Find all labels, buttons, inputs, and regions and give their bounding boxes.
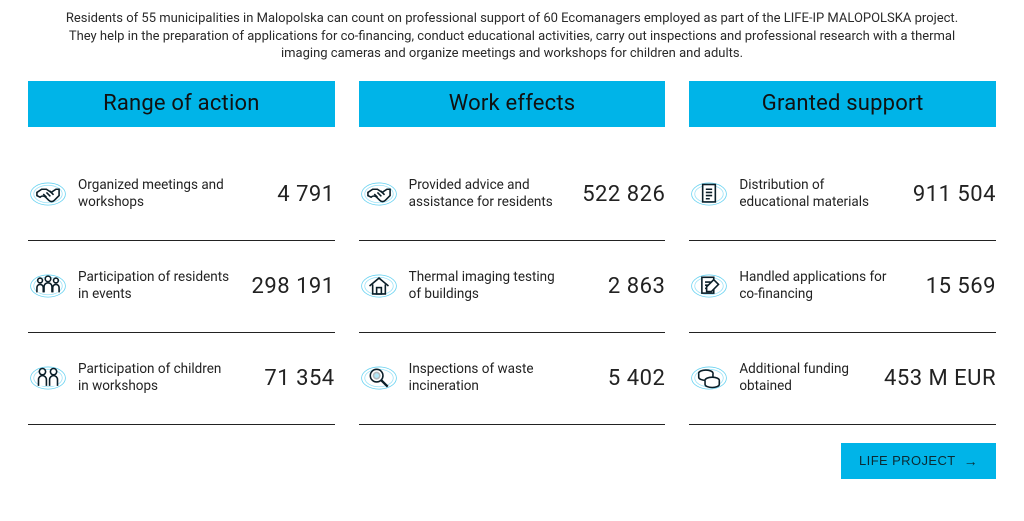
stat-label: Thermal imaging testing of buildings [399, 269, 570, 303]
stat-item: Additional funding obtained 453 M EUR [689, 333, 996, 425]
stats-grid: Range of action Organized meetings and w… [28, 81, 996, 425]
stat-value: 15 569 [900, 274, 996, 299]
stat-label: Organized meetings and workshops [68, 177, 239, 211]
children-icon [28, 358, 68, 398]
stat-label: Provided advice and assistance for resid… [399, 177, 570, 211]
stat-item: Inspections of waste incineration 5 402 [359, 333, 666, 425]
stat-value: 453 M EUR [884, 366, 996, 391]
house-icon [359, 266, 399, 306]
column-work-effects: Work effects Provided advice and assista… [359, 81, 666, 425]
stat-value: 71 354 [239, 366, 335, 391]
stat-label: Additional funding obtained [729, 361, 884, 395]
stat-label: Inspections of waste incineration [399, 361, 570, 395]
document-icon [689, 174, 729, 214]
stat-item: Distribution of educational materials 91… [689, 149, 996, 241]
form-icon [689, 266, 729, 306]
stat-label: Handled applications for co-financing [729, 269, 900, 303]
column-header: Range of action [28, 81, 335, 127]
stat-item: Thermal imaging testing of buildings 2 8… [359, 241, 666, 333]
arrow-right-icon: → [964, 453, 978, 469]
stat-value: 911 504 [900, 182, 996, 207]
stat-value: 2 863 [569, 274, 665, 299]
stat-label: Participation of children in workshops [68, 361, 239, 395]
button-row: LIFE PROJECT → [28, 443, 996, 479]
stat-value: 298 191 [239, 274, 335, 299]
stat-item: Participation of children in workshops 7… [28, 333, 335, 425]
stat-value: 522 826 [569, 182, 665, 207]
stat-label: Participation of residents in events [68, 269, 239, 303]
stat-label: Distribution of educational materials [729, 177, 900, 211]
stat-item: Handled applications for co-financing 15… [689, 241, 996, 333]
people-icon [28, 266, 68, 306]
stat-item: Participation of residents in events 298… [28, 241, 335, 333]
column-range-of-action: Range of action Organized meetings and w… [28, 81, 335, 425]
coins-icon [689, 358, 729, 398]
life-project-button[interactable]: LIFE PROJECT → [841, 443, 996, 479]
intro-text: Residents of 55 municipalities in Malopo… [28, 10, 996, 81]
magnify-icon [359, 358, 399, 398]
stat-value: 4 791 [239, 182, 335, 207]
column-granted-support: Granted support Distribution of educatio… [689, 81, 996, 425]
handshake-icon [28, 174, 68, 214]
column-header: Work effects [359, 81, 666, 127]
handshake-icon [359, 174, 399, 214]
stat-item: Provided advice and assistance for resid… [359, 149, 666, 241]
button-label: LIFE PROJECT [859, 453, 956, 468]
stat-item: Organized meetings and workshops 4 791 [28, 149, 335, 241]
stat-value: 5 402 [569, 366, 665, 391]
column-header: Granted support [689, 81, 996, 127]
